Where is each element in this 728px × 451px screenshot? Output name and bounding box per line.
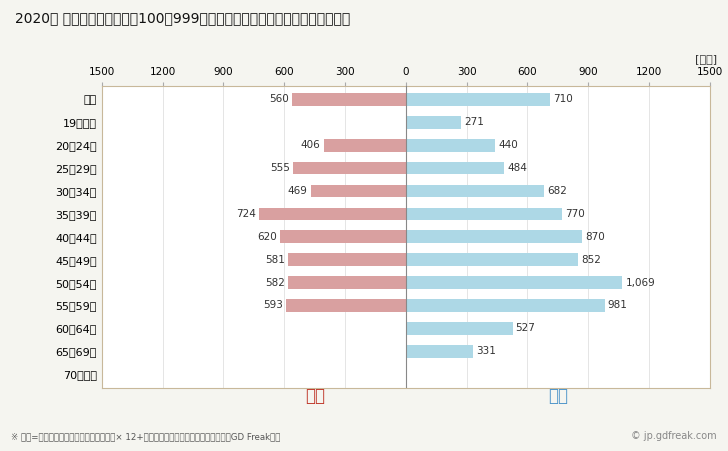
Text: 469: 469 xyxy=(288,186,308,196)
Bar xyxy=(259,207,406,220)
Text: 593: 593 xyxy=(263,300,282,310)
Text: 682: 682 xyxy=(547,186,567,196)
Text: [万円]: [万円] xyxy=(695,54,717,64)
Bar xyxy=(406,345,473,358)
Bar xyxy=(280,230,406,243)
Bar xyxy=(406,162,504,175)
Bar xyxy=(406,230,582,243)
Bar xyxy=(406,322,513,335)
Bar xyxy=(406,207,562,220)
Text: 女性: 女性 xyxy=(305,387,325,405)
Text: 981: 981 xyxy=(608,300,628,310)
Text: 870: 870 xyxy=(585,232,605,242)
Text: 271: 271 xyxy=(464,117,483,127)
Text: ※ 年収=「きまって支給する現金給与額」× 12+「年間賞与その他特別給与額」としてGD Freak推計: ※ 年収=「きまって支給する現金給与額」× 12+「年間賞与その他特別給与額」と… xyxy=(11,432,280,441)
Bar xyxy=(323,139,406,152)
Bar xyxy=(311,185,406,197)
Text: 406: 406 xyxy=(301,140,320,150)
Bar xyxy=(406,299,605,312)
Bar xyxy=(406,253,579,266)
Text: 527: 527 xyxy=(515,323,536,333)
Text: 852: 852 xyxy=(582,255,601,265)
Text: 560: 560 xyxy=(269,94,289,105)
Text: 582: 582 xyxy=(265,277,285,288)
Text: 2020年 民間企業（従業者数100〜999人）フルタイム労働者の男女別平均年収: 2020年 民間企業（従業者数100〜999人）フルタイム労働者の男女別平均年収 xyxy=(15,11,350,25)
Bar xyxy=(406,139,495,152)
Text: 484: 484 xyxy=(507,163,527,173)
Bar xyxy=(293,162,406,175)
Text: 440: 440 xyxy=(498,140,518,150)
Text: 581: 581 xyxy=(265,255,285,265)
Text: 331: 331 xyxy=(476,346,496,356)
Text: 710: 710 xyxy=(553,94,572,105)
Bar xyxy=(406,116,461,129)
Text: 555: 555 xyxy=(271,163,290,173)
Bar xyxy=(406,276,622,289)
Bar xyxy=(288,276,406,289)
Bar xyxy=(293,93,406,106)
Bar xyxy=(406,93,550,106)
Text: 724: 724 xyxy=(237,209,256,219)
Bar xyxy=(288,253,406,266)
Text: 1,069: 1,069 xyxy=(625,277,655,288)
Text: © jp.gdfreak.com: © jp.gdfreak.com xyxy=(631,431,717,441)
Text: 620: 620 xyxy=(258,232,277,242)
Bar xyxy=(406,185,544,197)
Text: 770: 770 xyxy=(565,209,585,219)
Bar xyxy=(285,299,406,312)
Text: 男性: 男性 xyxy=(548,387,568,405)
